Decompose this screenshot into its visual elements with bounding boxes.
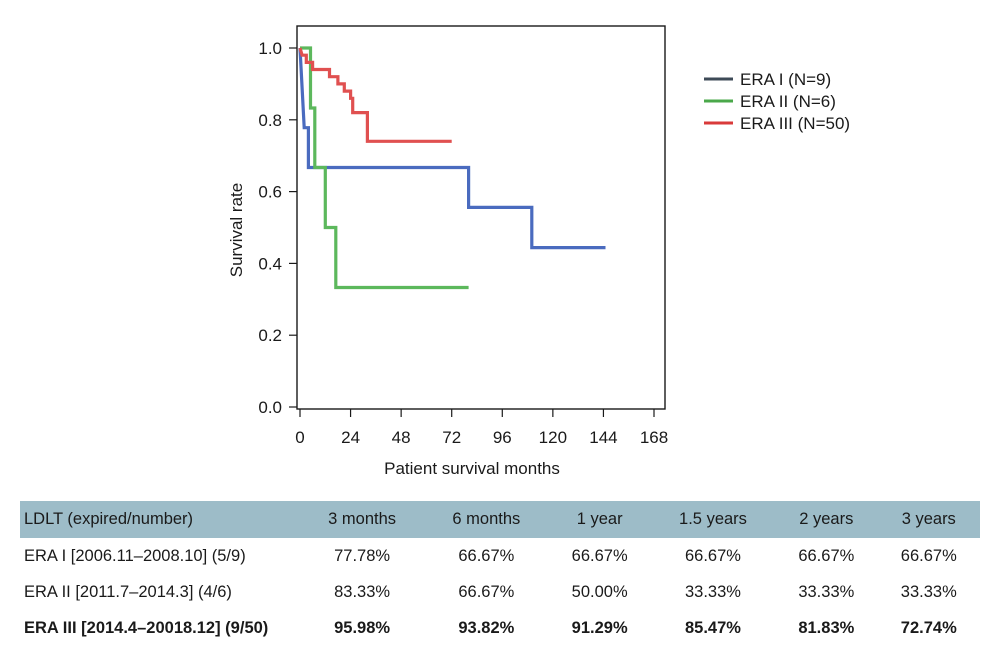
table-cell: ERA II [2011.7–2014.3] (4/6) xyxy=(24,582,232,601)
x-tick-label: 168 xyxy=(640,428,668,447)
table-cell: 50.00% xyxy=(571,582,628,601)
x-tick-label: 48 xyxy=(392,428,411,447)
table-cell: 66.67% xyxy=(685,546,741,565)
x-tick-label: 120 xyxy=(539,428,567,447)
table-header-cell: LDLT (expired/number) xyxy=(20,501,300,538)
x-axis: 0 24 48 72 96 120 144 168 xyxy=(295,409,668,447)
table-header-cell: 2 years xyxy=(775,501,878,538)
y-tick-label: 0.6 xyxy=(258,183,282,202)
y-tick-label: 1.0 xyxy=(258,39,282,58)
table-cell: 66.67% xyxy=(458,546,515,565)
y-tick-label: 0.2 xyxy=(258,326,282,345)
table-header-row: LDLT (expired/number) 3 months 6 months … xyxy=(20,501,980,538)
table-cell: 33.33% xyxy=(685,582,741,601)
table-cell: 66.67% xyxy=(571,546,628,565)
table-row: ERA II [2011.7–2014.3] (4/6) 83.33% 66.6… xyxy=(20,574,980,610)
table-header-cell: 3 months xyxy=(300,501,425,538)
table-cell: 93.82% xyxy=(458,618,515,637)
survival-chart: 0 24 48 72 96 120 144 168 0.0 0.2 0.4 0.6 0.8 1.0 Pa… xyxy=(227,25,850,478)
y-tick-label: 0.0 xyxy=(258,398,282,417)
table-cell: 66.67% xyxy=(458,582,515,601)
table-cell: ERA I [2006.11–2008.10] (5/9) xyxy=(24,546,246,565)
legend-label: ERA II (N=6) xyxy=(740,92,836,111)
y-axis: 0.0 0.2 0.4 0.6 0.8 1.0 xyxy=(258,39,297,417)
table-row: ERA III [2014.4–20018.12] (9/50) 95.98% … xyxy=(20,610,980,646)
x-tick-label: 0 xyxy=(295,428,304,447)
table-header-cell: 3 years xyxy=(877,501,980,538)
plot-frame xyxy=(296,25,666,410)
series-line xyxy=(298,47,452,143)
legend-label: ERA III (N=50) xyxy=(740,114,850,133)
table-cell: 72.74% xyxy=(900,618,957,637)
table-cell: 33.33% xyxy=(900,582,957,601)
table-cell: 91.29% xyxy=(571,618,628,637)
table-cell: 81.83% xyxy=(798,618,855,637)
table-cell: 33.33% xyxy=(798,582,855,601)
table-cell: 83.33% xyxy=(334,582,391,601)
y-tick-label: 0.8 xyxy=(258,111,282,130)
x-tick-label: 72 xyxy=(442,428,461,447)
x-tick-label: 144 xyxy=(589,428,617,447)
table-cell: 85.47% xyxy=(685,618,741,637)
table-cell: 66.67% xyxy=(900,546,957,565)
table-cell: ERA III [2014.4–20018.12] (9/50) xyxy=(24,618,269,637)
y-tick-label: 0.4 xyxy=(258,254,282,273)
series-line xyxy=(300,46,469,290)
table-row: ERA I [2006.11–2008.10] (5/9) 77.78% 66.… xyxy=(20,538,980,574)
table-cell: 77.78% xyxy=(334,546,391,565)
series-lines xyxy=(298,46,606,290)
x-tick-label: 24 xyxy=(341,428,360,447)
y-axis-title: Survival rate xyxy=(227,183,246,277)
series-line xyxy=(298,47,606,250)
x-tick-label: 96 xyxy=(493,428,512,447)
legend: ERA I (N=9) ERA II (N=6) ERA III (N=50) xyxy=(704,70,850,133)
survival-table: LDLT (expired/number) 3 months 6 months … xyxy=(20,501,980,646)
table-cell: 95.98% xyxy=(334,618,391,637)
table-header-cell: 6 months xyxy=(424,501,549,538)
table-header-cell: 1 year xyxy=(548,501,651,538)
legend-label: ERA I (N=9) xyxy=(740,70,831,89)
table-cell: 66.67% xyxy=(798,546,855,565)
table-header-cell: 1.5 years xyxy=(650,501,776,538)
x-axis-title: Patient survival months xyxy=(384,459,560,478)
